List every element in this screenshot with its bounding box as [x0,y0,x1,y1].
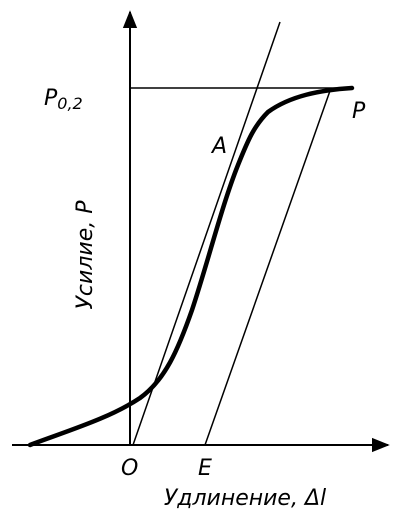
origin-label: O [121,456,138,481]
x-axis-label: Удлинение, Δl [164,486,326,511]
y-axis-label: Усилие, P [73,200,98,310]
offset-line [204,87,332,446]
load-curve [27,85,355,448]
point-a-label: A [210,134,227,159]
yield-level-subscript: 0,2 [57,94,82,113]
point-e-label: E [198,456,212,481]
point-p-label: P [352,99,366,124]
tangent-line [132,21,281,446]
yield-level-main: P [44,86,58,111]
yield-level-label: P0,2 [44,86,83,113]
